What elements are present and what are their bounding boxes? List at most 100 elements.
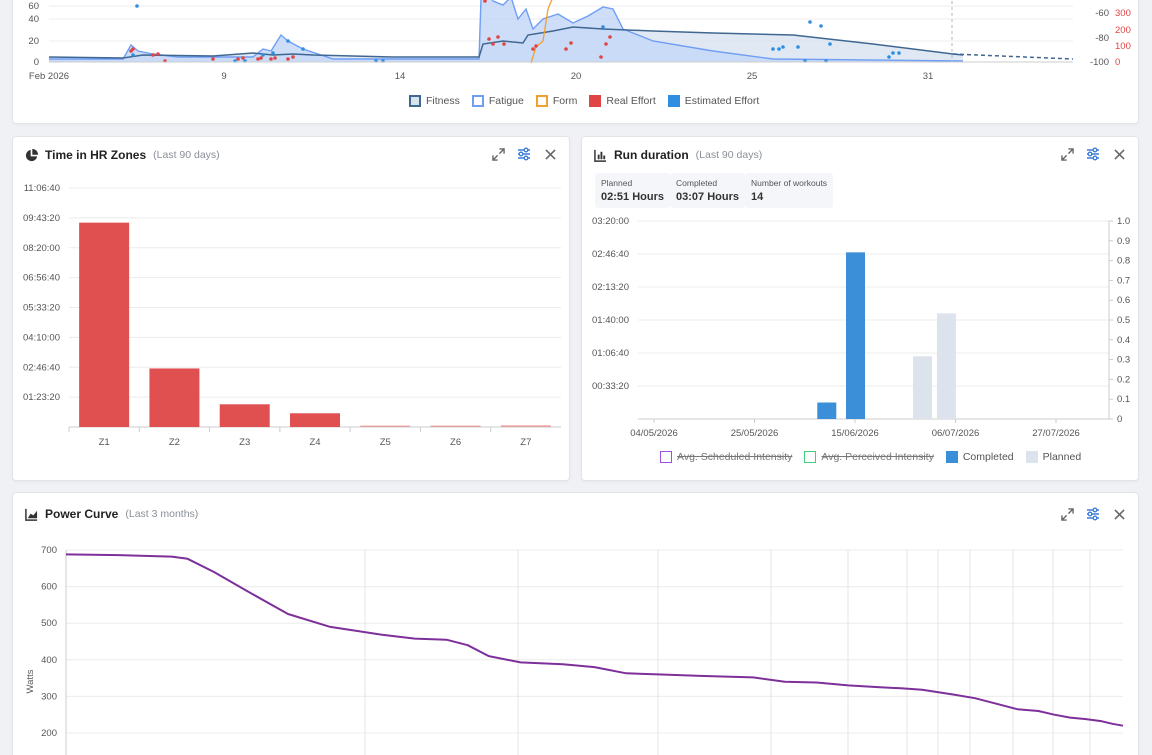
- x-tick-label: 04/05/2026: [630, 428, 678, 439]
- estimated-effort-point: [286, 39, 290, 43]
- stat-planned: Planned 02:51 Hours: [595, 173, 670, 208]
- bar[interactable]: [149, 368, 200, 427]
- run-duration-legend: Avg. Scheduled Intensity Avg. Perceived I…: [660, 451, 1081, 463]
- hr-zones-subtitle: (Last 90 days): [153, 149, 220, 161]
- expand-icon[interactable]: [1060, 507, 1074, 521]
- legend-label: Real Effort: [606, 95, 656, 107]
- bar[interactable]: [79, 222, 130, 427]
- settings-sliders-icon[interactable]: [1086, 147, 1100, 161]
- real-effort-point: [273, 56, 277, 60]
- y-axis-label: Watts: [25, 669, 36, 693]
- legend-label: Fitness: [426, 95, 460, 107]
- real-effort-point: [599, 55, 603, 59]
- settings-sliders-icon[interactable]: [1086, 507, 1100, 521]
- legend-swatch: [409, 95, 421, 107]
- legend-label: Form: [552, 95, 578, 107]
- power-curve-toolbar: [1060, 507, 1126, 521]
- legend-swatch: [535, 95, 548, 107]
- run-duration-card: Run duration (Last 90 days) Planned 02:5…: [581, 136, 1139, 481]
- y-right2-tick-label: 0: [1115, 57, 1120, 68]
- estimated-effort-point: [828, 42, 832, 46]
- legend-item[interactable]: Fatigue: [471, 95, 524, 107]
- real-effort-point: [604, 42, 608, 46]
- legend-item[interactable]: Avg. Scheduled Intensity: [660, 451, 792, 463]
- close-icon[interactable]: [543, 147, 557, 161]
- completed-bar[interactable]: [846, 252, 865, 419]
- real-effort-point: [291, 55, 295, 59]
- real-effort-point: [502, 42, 506, 46]
- fitness-line: [48, 26, 964, 59]
- real-effort-point: [534, 44, 538, 48]
- x-tick-label: Z4: [309, 437, 320, 448]
- y-tick-label: 600: [41, 582, 57, 593]
- y-right-tick-label: 0.3: [1117, 355, 1130, 366]
- real-effort-point: [608, 35, 612, 39]
- estimated-effort-point: [261, 53, 265, 57]
- x-tick-label: Z2: [169, 437, 180, 448]
- legend-label: Planned: [1042, 451, 1082, 463]
- legend-swatch: [1025, 451, 1038, 463]
- x-tick-label: 25/05/2026: [731, 428, 779, 439]
- legend-item[interactable]: Form: [535, 95, 578, 107]
- x-tick-label: 9: [221, 71, 226, 82]
- y-right-tick-label: 0.7: [1117, 275, 1130, 286]
- y-right-tick-label: 0.8: [1117, 256, 1130, 267]
- real-effort-point: [241, 56, 245, 60]
- expand-icon[interactable]: [1060, 147, 1074, 161]
- y-tick-label: 300: [41, 691, 57, 702]
- legend-item[interactable]: Fitness: [409, 95, 460, 107]
- stat-workouts: Number of workouts 14: [745, 173, 834, 208]
- performance-legend: Fitness Fatigue Form Real Effort Estimated E…: [409, 95, 759, 107]
- estimated-effort-point: [891, 51, 895, 55]
- y-right-tick-label: 0.9: [1117, 236, 1130, 247]
- legend-swatch: [667, 95, 680, 107]
- x-tick-label: Z3: [239, 437, 250, 448]
- legend-swatch: [945, 451, 958, 463]
- y-right-tick-label: 0.5: [1117, 315, 1130, 326]
- fatigue-area: [49, 0, 963, 62]
- estimated-effort-point: [781, 45, 785, 49]
- planned-bar[interactable]: [913, 356, 932, 419]
- legend-item[interactable]: Avg. Perceived Intensity: [804, 451, 934, 463]
- bar[interactable]: [219, 404, 270, 427]
- stat-label: Planned: [601, 178, 633, 188]
- hr-zones-chart: 11:06:40 09:43:20 08:20:00 06:56:40 05:33:20…: [23, 183, 561, 448]
- y-tick-label: 60: [28, 1, 39, 12]
- y-tick-label: 06:56:40: [23, 273, 60, 284]
- estimated-effort-point: [135, 4, 139, 8]
- stat-value: 02:51 Hours: [601, 191, 664, 203]
- hr-zones-card: Time in HR Zones (Last 90 days) 11:06:40…: [12, 136, 570, 481]
- y-tick-label: 09:43:20: [23, 213, 60, 224]
- bar[interactable]: [290, 413, 340, 427]
- settings-sliders-icon[interactable]: [517, 147, 531, 161]
- legend-swatch: [471, 95, 484, 107]
- x-tick-label: 20: [571, 71, 582, 82]
- completed-bar[interactable]: [817, 402, 837, 420]
- legend-label: Completed: [962, 451, 1014, 463]
- bar[interactable]: [430, 425, 481, 428]
- hr-zones-title: Time in HR Zones: [45, 148, 147, 162]
- y-right-tick-label: 0.2: [1117, 374, 1130, 385]
- close-icon[interactable]: [1112, 507, 1126, 521]
- legend-item[interactable]: Completed: [945, 451, 1014, 463]
- bar[interactable]: [500, 425, 551, 427]
- fatigue-line: [49, 0, 964, 62]
- power-curve-header: Power Curve (Last 3 months): [25, 507, 198, 521]
- real-effort-point: [564, 47, 568, 51]
- estimated-effort-point: [271, 51, 275, 55]
- planned-bar[interactable]: [936, 313, 956, 419]
- x-tick-label: 14: [395, 71, 406, 82]
- legend-item[interactable]: Real Effort: [589, 95, 656, 107]
- legend-item[interactable]: Planned: [1025, 451, 1082, 463]
- expand-icon[interactable]: [491, 147, 505, 161]
- bar[interactable]: [360, 425, 411, 428]
- x-tick-label: Z1: [99, 437, 110, 448]
- real-effort-point: [487, 37, 491, 41]
- legend-item[interactable]: Estimated Effort: [667, 95, 760, 107]
- close-icon[interactable]: [1112, 147, 1126, 161]
- legend-label: Estimated Effort: [684, 95, 760, 107]
- pie-chart-icon: [25, 148, 38, 162]
- power-curve-line[interactable]: [65, 553, 1124, 727]
- power-curve-title: Power Curve: [45, 507, 119, 521]
